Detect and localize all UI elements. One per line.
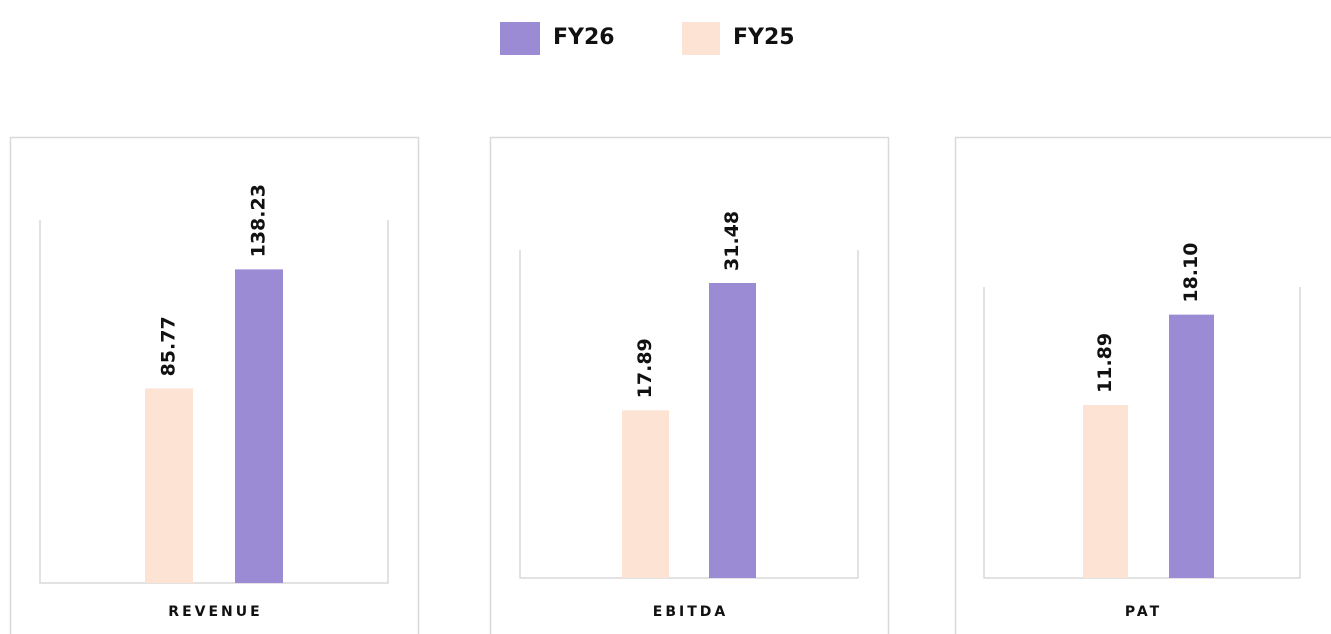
panel bbox=[489, 136, 890, 634]
value-label: 85.77 bbox=[158, 316, 180, 376]
value-label: 138.23 bbox=[248, 184, 270, 257]
plot-frame bbox=[983, 287, 1301, 579]
plot-frame bbox=[39, 220, 389, 584]
value-label: 11.89 bbox=[1094, 333, 1116, 393]
bar bbox=[622, 410, 669, 578]
legend-swatch bbox=[682, 22, 720, 55]
bar bbox=[145, 388, 193, 583]
legend-label: FY26 bbox=[553, 25, 615, 50]
legend-label: FY25 bbox=[733, 25, 795, 50]
bar bbox=[1169, 314, 1214, 578]
value-label: 18.10 bbox=[1180, 243, 1202, 303]
x-label: EBITDA bbox=[653, 604, 728, 620]
bar bbox=[709, 282, 756, 578]
x-label: REVENUE bbox=[168, 604, 262, 620]
x-label: PAT bbox=[1125, 604, 1162, 620]
panel bbox=[9, 136, 420, 634]
value-label: 17.89 bbox=[634, 338, 656, 398]
legend-swatch bbox=[500, 22, 540, 55]
panel bbox=[954, 136, 1331, 634]
bar bbox=[235, 269, 283, 583]
value-label: 31.48 bbox=[721, 211, 743, 271]
plot-frame bbox=[519, 250, 859, 579]
bar bbox=[1083, 405, 1128, 578]
